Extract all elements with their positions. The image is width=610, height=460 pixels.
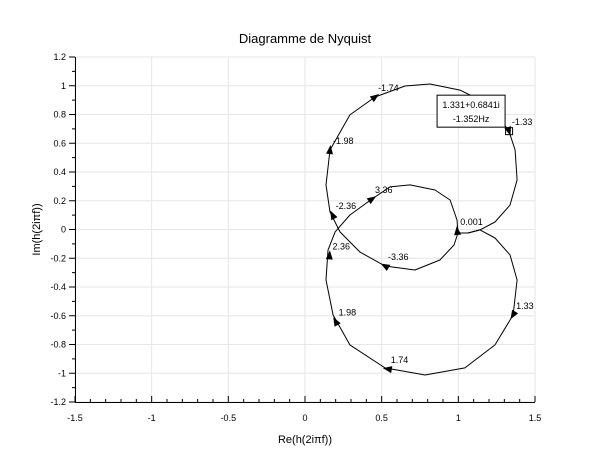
datatip-frequency[interactable]: -1.352Hz (453, 114, 490, 124)
x-tick-label: 0.5 (375, 413, 388, 423)
nyquist-curve-1 (325, 184, 518, 376)
y-tick-label: 1 (61, 81, 66, 91)
y-tick-label: 0 (61, 225, 66, 235)
datatip[interactable]: 1.331+0.6841i -1.352Hz (436, 94, 514, 136)
x-tick-label: 0 (302, 413, 307, 423)
y-axis-label: Im(h(2iπf)) (31, 203, 43, 255)
frequency-label: 1.33 (516, 301, 534, 311)
arrow-icon (510, 309, 519, 320)
frequency-label: 1.98 (339, 308, 357, 318)
curves (325, 83, 518, 376)
x-tick-label: 1.5 (529, 413, 542, 423)
y-tick-label: -0.2 (50, 253, 66, 263)
x-tick-label: -1 (148, 413, 156, 423)
y-tick-label: 0.6 (53, 138, 66, 148)
y-tick-label: 0.8 (53, 110, 66, 120)
x-tick-label: 1 (456, 413, 461, 423)
y-tick-label: -1 (58, 368, 66, 378)
y-tick-label: -0.4 (50, 282, 66, 292)
frequency-label: -1.98 (333, 136, 354, 146)
chart-title: Diagramme de Nyquist (239, 31, 372, 46)
arrow-icon (333, 317, 341, 327)
frequency-label: 0.001 (460, 217, 483, 227)
arrow-icon (382, 366, 393, 374)
arrow-icon (369, 94, 380, 103)
frequency-label: -1.74 (378, 83, 399, 93)
arrow-icon (366, 196, 377, 205)
x-tick-label: -1.5 (67, 413, 83, 423)
arrow-icon (325, 250, 333, 260)
frequency-label: -2.36 (336, 201, 357, 211)
y-tick-label: 1.2 (53, 52, 66, 62)
x-axis-label: Re(h(2iπf)) (278, 434, 332, 446)
nyquist-curve-0 (325, 83, 518, 271)
y-tick-label: -1.2 (50, 397, 66, 407)
axes: -1.5 -1 -0.5 0 0.5 1 1.5 -1.2 -1 -0.8 -0.6 -0.4 -0.2… (50, 52, 541, 423)
frequency-label: 2.36 (333, 241, 351, 251)
y-tick-label: -0.6 (50, 311, 66, 321)
frequency-label: -3.36 (388, 252, 409, 262)
frequency-label: 1.74 (391, 355, 409, 365)
arrow-icon (330, 210, 338, 221)
y-tick-label: -0.8 (50, 340, 66, 350)
frequency-marks: -1.74 -1.98 -2.36 -3.36 -1.33 0.001 3.36 2.36 1.… (325, 83, 534, 374)
frequency-label: 3.36 (375, 185, 393, 195)
y-tick-label: 0.2 (53, 196, 66, 206)
datatip-box[interactable] (436, 94, 506, 128)
datatip-marker[interactable] (505, 127, 514, 136)
frequency-label: -1.33 (512, 117, 533, 127)
x-tick-label: -0.5 (221, 413, 237, 423)
y-tick-label: 0.4 (53, 167, 66, 177)
datatip-value[interactable]: 1.331+0.6841i (442, 100, 499, 110)
arrow-icon (380, 263, 391, 272)
arrow-icon (326, 145, 334, 155)
arrow-icon (454, 225, 462, 236)
